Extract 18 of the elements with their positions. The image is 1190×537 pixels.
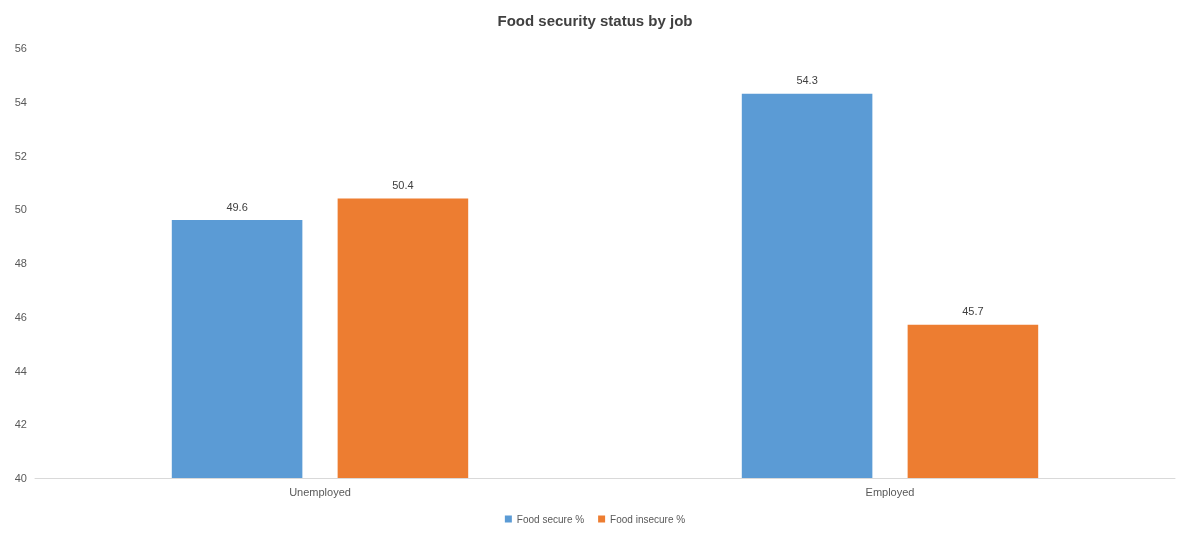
x-tick-label: Unemployed: [289, 485, 351, 498]
y-tick-label: 52: [14, 149, 27, 162]
data-label: 49.6: [226, 200, 248, 213]
data-label: 50.4: [392, 179, 414, 191]
y-tick-label: 40: [14, 472, 27, 484]
x-tick-label: Employed: [865, 485, 915, 498]
legend-label: Food insecure %: [610, 513, 686, 525]
data-label: 45.7: [962, 305, 984, 318]
y-tick-label: 56: [14, 42, 27, 54]
y-tick-label: 44: [14, 364, 27, 377]
y-tick-label: 42: [14, 418, 27, 431]
chart-title: Food security status by job: [497, 12, 693, 29]
y-tick-label: 50: [14, 203, 27, 216]
y-tick-label: 46: [14, 310, 27, 323]
y-tick-label: 54: [14, 95, 27, 108]
y-tick-label: 48: [14, 257, 27, 269]
data-label: 54.3: [796, 74, 818, 87]
legend-label: Food secure %: [516, 513, 585, 525]
